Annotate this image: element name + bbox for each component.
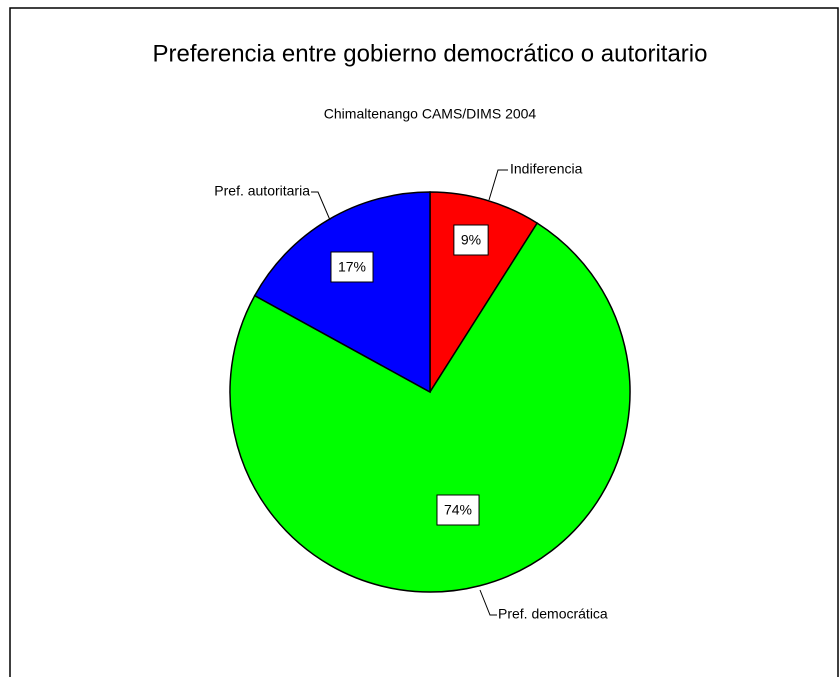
value-label-box bbox=[453, 224, 489, 256]
chart-subtitle: Chimaltenango CAMS/DIMS 2004 bbox=[324, 106, 537, 122]
value-label: 9% bbox=[453, 224, 489, 256]
category-label: Pref. autoritaria bbox=[214, 183, 310, 199]
chart-title: Preferencia entre gobierno democrático o… bbox=[153, 40, 708, 67]
leader-line bbox=[311, 191, 331, 221]
category-label: Pref. democrática bbox=[498, 606, 608, 622]
value-label-box bbox=[436, 494, 480, 526]
pie-slice bbox=[229, 222, 631, 593]
value-label-text: 74% bbox=[444, 502, 472, 518]
leader-line bbox=[488, 169, 508, 201]
value-label-box bbox=[330, 251, 374, 283]
value-label: 17% bbox=[330, 251, 374, 283]
pie-slice bbox=[253, 191, 431, 394]
value-label: 74% bbox=[436, 494, 480, 526]
leader-line bbox=[479, 589, 497, 616]
value-label-text: 17% bbox=[338, 259, 366, 275]
category-label: Indiferencia bbox=[510, 161, 583, 177]
value-label-text: 9% bbox=[461, 232, 481, 248]
